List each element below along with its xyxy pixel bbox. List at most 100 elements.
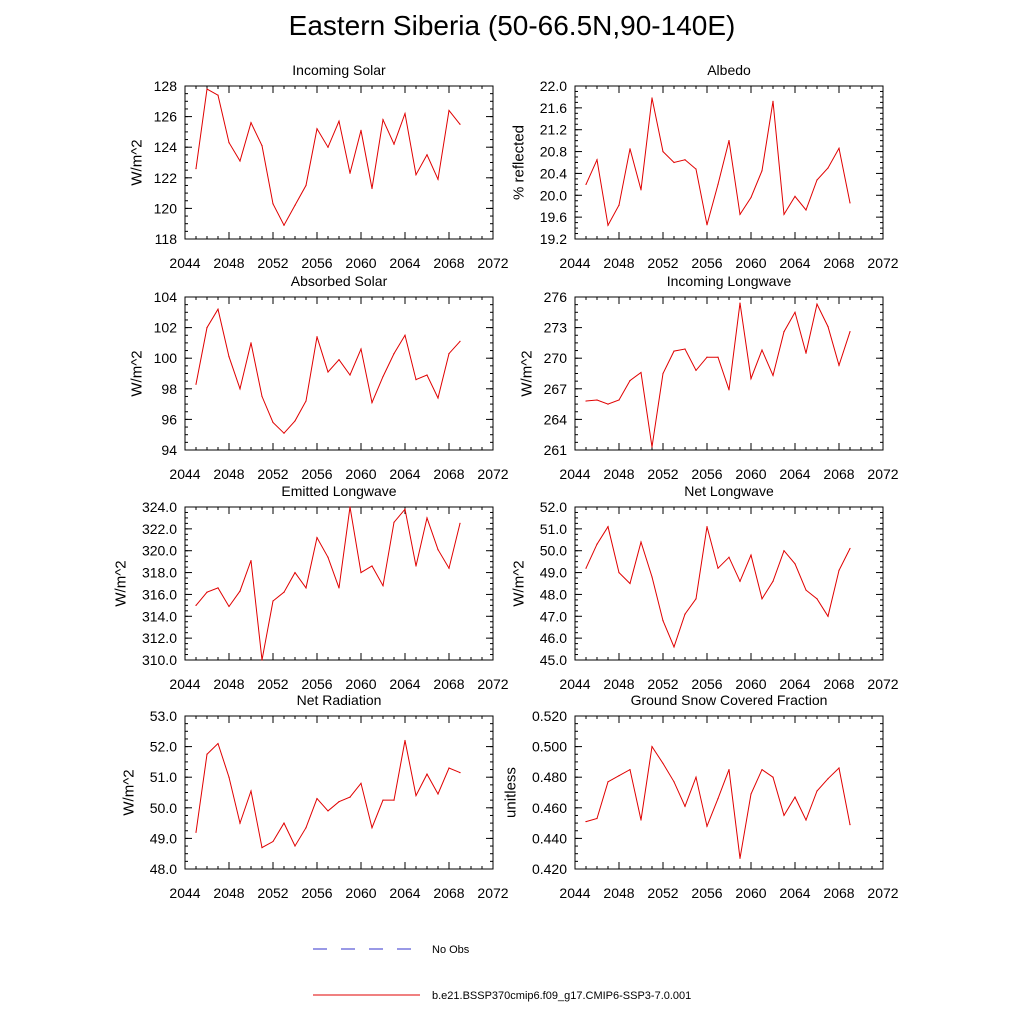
data-point [651, 576, 653, 578]
data-point [327, 146, 329, 148]
data-point [783, 550, 785, 552]
panel-title: Emitted Longwave [281, 483, 396, 499]
data-point [404, 112, 406, 115]
data-point [272, 203, 274, 205]
x-tick-label: 2052 [257, 255, 288, 271]
panel-title: Albedo [707, 62, 751, 78]
data-point [585, 820, 587, 823]
data-point [794, 563, 796, 565]
data-point [228, 776, 230, 778]
data-point [761, 768, 763, 771]
data-point [717, 183, 719, 185]
data-point [629, 768, 631, 771]
data-point [250, 342, 252, 344]
y-tick-label: 20.4 [540, 165, 567, 181]
y-tick-label: 118 [155, 231, 178, 247]
data-point [426, 517, 428, 519]
y-tick-label: 316.0 [142, 586, 177, 602]
data-point [662, 620, 664, 622]
data-point [338, 120, 340, 122]
data-point [585, 400, 587, 402]
data-point [618, 775, 620, 777]
data-point [695, 369, 697, 372]
data-point [739, 213, 741, 216]
data-point [629, 380, 631, 382]
x-tick-label: 2048 [603, 885, 634, 901]
data-point [805, 819, 807, 821]
data-point [448, 353, 450, 355]
data-point [404, 739, 406, 742]
plot-frame [184, 85, 494, 240]
x-tick-label: 2048 [213, 676, 244, 692]
data-point [404, 334, 406, 336]
legend: No Obs b.e21.BSSP370cmip6.f09_g17.CMIP6-… [313, 944, 691, 1002]
series-line [585, 97, 851, 227]
legend-obs-label: No Obs [432, 944, 470, 956]
x-tick-label: 2052 [647, 885, 678, 901]
y-tick-label: 320.0 [142, 543, 177, 559]
plot-frame [574, 85, 884, 240]
data-point [717, 798, 719, 800]
data-point [228, 605, 230, 608]
y-tick-label: 102 [154, 320, 178, 336]
plot-frame [574, 506, 884, 661]
y-tick-label: 100 [154, 350, 178, 366]
data-point [684, 613, 686, 615]
x-tick-label: 2068 [433, 255, 464, 271]
series-line [585, 745, 851, 859]
x-tick-label: 2060 [735, 466, 766, 482]
data-point [261, 846, 263, 849]
data-point [426, 773, 428, 775]
y-tick-label: 19.6 [540, 209, 567, 225]
data-point [272, 840, 274, 843]
x-tick-label: 2048 [603, 676, 634, 692]
chart-panel: 2044 2048 2052 2056 2060 2064 2068 2072 310.0 312… [113, 483, 509, 692]
y-tick-label: 49.0 [150, 830, 177, 846]
data-point [437, 397, 439, 399]
data-point [415, 565, 417, 567]
data-point [272, 421, 274, 424]
data-point [327, 810, 329, 812]
y-tick-label: 94 [161, 442, 177, 458]
data-point [596, 543, 598, 545]
y-axis-label: W/m^2 [518, 350, 535, 396]
x-tick-label: 2064 [389, 676, 420, 692]
x-tick-label: 2044 [169, 255, 200, 271]
data-point [783, 814, 785, 817]
y-axis-label: W/m^2 [113, 560, 130, 606]
data-point [596, 399, 598, 401]
x-tick-label: 2044 [559, 255, 590, 271]
data-point [382, 375, 384, 378]
y-tick-label: 120 [154, 200, 178, 216]
y-tick-label: 314.0 [142, 608, 177, 624]
data-point [327, 371, 329, 373]
data-point [684, 805, 686, 807]
data-point [651, 97, 653, 99]
y-tick-label: 324.0 [142, 499, 177, 515]
data-point [426, 154, 428, 156]
x-tick-label: 2044 [559, 885, 590, 901]
x-tick-label: 2060 [735, 676, 766, 692]
data-point [772, 374, 774, 377]
x-tick-label: 2044 [559, 466, 590, 482]
x-tick-label: 2072 [867, 466, 898, 482]
panel-title: Incoming Longwave [667, 273, 792, 289]
data-point [706, 825, 708, 827]
data-point [294, 204, 296, 206]
data-point [393, 799, 395, 801]
data-point [849, 547, 851, 550]
y-tick-label: 0.520 [532, 708, 567, 724]
data-point [316, 537, 318, 539]
data-point [794, 796, 796, 798]
data-point [739, 580, 741, 582]
x-tick-label: 2044 [169, 466, 200, 482]
data-point [794, 311, 796, 313]
data-point [382, 799, 384, 801]
data-point [206, 753, 208, 755]
data-point [283, 822, 285, 824]
data-point [283, 432, 285, 434]
data-point [393, 143, 395, 145]
data-point [739, 302, 741, 304]
data-point [305, 827, 307, 829]
data-point [717, 567, 719, 569]
